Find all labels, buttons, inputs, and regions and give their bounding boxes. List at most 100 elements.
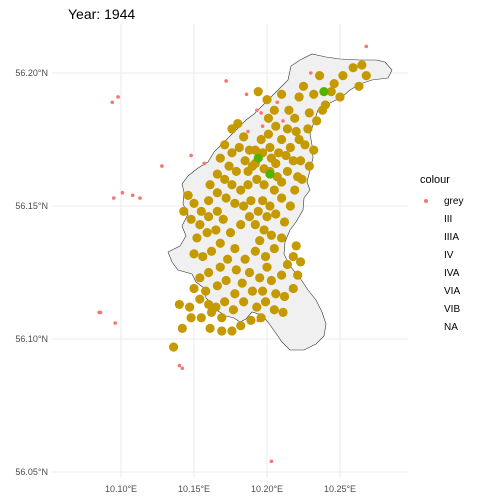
iiia-point xyxy=(277,134,287,145)
iiia-point xyxy=(278,307,288,317)
grey-point xyxy=(113,321,117,325)
x-tick-label: 10.25°E xyxy=(324,484,356,494)
iiia-point xyxy=(274,148,284,158)
iiia-point xyxy=(220,297,230,307)
iiia-point xyxy=(277,193,287,203)
grey-point xyxy=(202,161,207,166)
iiia-point xyxy=(211,225,221,235)
iiia-point xyxy=(220,174,230,184)
legend-key xyxy=(420,210,434,228)
legend-key xyxy=(420,264,434,282)
iiia-point xyxy=(354,81,364,91)
legend-key xyxy=(420,282,434,300)
iiia-point xyxy=(192,233,202,243)
iiia-point xyxy=(250,246,260,256)
iiia-point xyxy=(279,217,290,227)
iiia-point xyxy=(269,105,279,115)
iiia-point xyxy=(212,206,222,216)
grey-point xyxy=(364,44,369,49)
grey-point xyxy=(244,92,249,97)
iiia-point xyxy=(205,180,215,190)
iiia-point xyxy=(230,289,240,299)
gold-points xyxy=(168,60,371,352)
legend-label: VIB xyxy=(444,303,461,315)
legend-item-iiia: IIIA xyxy=(420,228,463,246)
x-tick-label: 10.15°E xyxy=(178,484,210,494)
legend-title: colour xyxy=(420,174,450,186)
iv-point xyxy=(253,153,263,163)
iiia-point xyxy=(252,174,262,184)
iiia-point xyxy=(195,273,205,283)
iiia-point xyxy=(348,63,358,73)
iiia-point xyxy=(212,169,222,179)
iiia-point xyxy=(196,313,206,323)
iiia-point xyxy=(329,79,339,89)
iiia-point xyxy=(246,315,256,325)
legend-item-iva: IVA xyxy=(420,264,463,282)
iiia-point xyxy=(291,241,301,251)
iiia-point xyxy=(230,198,240,208)
grey-point xyxy=(224,79,228,83)
iiia-point xyxy=(304,108,314,118)
iiia-point xyxy=(234,142,244,153)
iiia-point xyxy=(281,150,291,161)
iiia-point xyxy=(255,273,265,283)
iiia-point xyxy=(303,124,313,134)
iiia-point xyxy=(271,289,281,299)
iiia-point xyxy=(195,294,205,304)
iiia-point xyxy=(312,116,322,126)
x-tick-label: 10.10°E xyxy=(105,484,137,494)
iiia-point xyxy=(183,190,193,200)
iiia-point xyxy=(326,87,336,97)
legend-label: VIA xyxy=(444,285,461,297)
iiia-point xyxy=(215,238,225,248)
iiia-point xyxy=(237,278,247,288)
iiia-point xyxy=(204,196,214,206)
iiia-point xyxy=(256,134,266,145)
iiia-point xyxy=(227,326,237,336)
grey-point xyxy=(138,196,142,200)
iiia-point xyxy=(227,124,237,134)
grey-point xyxy=(130,193,135,198)
iiia-point xyxy=(225,228,236,238)
iiia-point xyxy=(239,132,249,142)
iiia-point xyxy=(282,259,293,270)
iiia-point xyxy=(202,228,212,238)
iiia-point xyxy=(244,212,255,222)
iiia-point xyxy=(198,251,208,262)
iiia-point xyxy=(206,307,217,317)
iiia-point xyxy=(236,220,246,230)
grey-point xyxy=(160,164,164,168)
iiia-point xyxy=(271,121,281,131)
grey-point xyxy=(269,459,274,464)
iiia-point xyxy=(218,214,228,224)
legend-label: NA xyxy=(444,321,458,333)
legend-item-grey: grey xyxy=(420,192,463,210)
iiia-point xyxy=(263,113,274,123)
iiia-point xyxy=(269,185,279,195)
iiia-point xyxy=(338,71,348,81)
iiia-point xyxy=(189,249,199,259)
iiia-point xyxy=(222,254,233,264)
x-tick-label: 10.20°E xyxy=(251,484,283,494)
iiia-point xyxy=(217,326,227,336)
iiia-point xyxy=(269,243,279,254)
grey-point xyxy=(120,190,125,195)
iiia-point xyxy=(221,275,231,286)
iiia-point xyxy=(320,100,330,110)
iiia-point xyxy=(206,246,217,256)
iiia-point xyxy=(272,172,282,182)
legend-label: IVA xyxy=(444,267,460,279)
iiia-point xyxy=(179,206,189,216)
grey-point xyxy=(97,310,101,315)
iiia-point xyxy=(228,305,239,315)
legend: colour grey III IIIA IV IVA VIA VIB NA xyxy=(420,174,463,336)
iiia-point xyxy=(271,209,281,219)
grey-point xyxy=(116,95,120,99)
iiia-point xyxy=(297,174,307,184)
y-tick-label: 56.20°N xyxy=(15,68,48,78)
iiia-point xyxy=(217,313,227,323)
legend-item-via: VIA xyxy=(420,282,463,300)
iiia-point xyxy=(298,81,309,91)
iiia-point xyxy=(204,267,214,278)
